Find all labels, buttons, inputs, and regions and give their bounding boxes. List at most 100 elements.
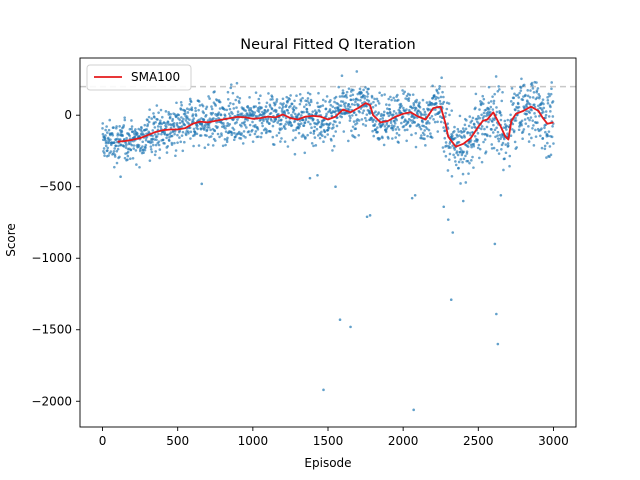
scatter-point [550, 81, 554, 84]
scatter-point [517, 105, 521, 109]
scatter-point [420, 113, 424, 116]
scatter-point [434, 108, 437, 111]
scatter-point [141, 140, 144, 144]
x-axis-title: Episode [304, 456, 351, 470]
scatter-point [202, 111, 206, 115]
scatter-point [244, 136, 247, 139]
scatter-point [428, 116, 432, 120]
scatter-point [360, 91, 363, 95]
scatter-point [190, 106, 194, 109]
scatter-point [130, 143, 134, 147]
scatter-point [144, 146, 147, 149]
scatter-point [316, 101, 319, 105]
scatter-point [463, 123, 467, 127]
scatter-point [232, 102, 235, 106]
scatter-point [353, 103, 356, 107]
scatter-point [173, 141, 176, 145]
scatter-point [541, 108, 544, 112]
scatter-point [148, 108, 151, 111]
scatter-point [395, 132, 399, 135]
scatter-point [271, 135, 275, 139]
scatter-point [212, 117, 215, 120]
scatter-point [497, 85, 501, 88]
scatter-point [450, 174, 454, 178]
scatter-point [525, 112, 528, 116]
scatter-point [390, 124, 394, 127]
scatter-point [433, 94, 436, 97]
scatter-point [229, 101, 232, 105]
scatter-point [496, 342, 500, 346]
scatter-point [104, 128, 107, 132]
scatter-point [423, 129, 427, 132]
scatter-point [313, 125, 317, 129]
scatter-point [413, 116, 417, 119]
scatter-point [303, 151, 307, 155]
scatter-point [448, 152, 452, 156]
scatter-point [421, 131, 425, 135]
scatter-point [500, 147, 503, 151]
scatter-point [350, 102, 354, 106]
scatter-point [149, 145, 153, 148]
scatter-point [336, 102, 340, 106]
scatter-point [462, 157, 466, 161]
y-tick-label: −2000 [31, 394, 72, 408]
scatter-point [228, 114, 232, 118]
scatter-point [124, 143, 128, 147]
scatter-point [211, 144, 215, 147]
scatter-point [243, 123, 247, 127]
scatter-point [478, 116, 482, 120]
scatter-point [374, 110, 377, 114]
scatter-point [424, 144, 427, 147]
scatter-point [435, 95, 438, 99]
scatter-point [459, 158, 463, 161]
scatter-point [187, 122, 191, 125]
scatter-point [505, 128, 508, 131]
scatter-point [163, 142, 166, 145]
scatter-point [188, 97, 192, 101]
scatter-point [160, 115, 164, 119]
scatter-point [471, 116, 475, 120]
scatter-point [175, 122, 179, 125]
scatter-point [347, 139, 350, 143]
x-tick-label: 500 [166, 434, 189, 448]
scatter-point [342, 91, 345, 95]
scatter-point [223, 108, 226, 111]
scatter-point [546, 101, 550, 105]
scatter-point [224, 130, 228, 133]
scatter-point [155, 138, 158, 142]
scatter-point [367, 99, 371, 103]
scatter-point [343, 105, 347, 108]
scatter-point [364, 124, 368, 127]
scatter-point [550, 135, 554, 139]
scatter-point [467, 124, 471, 128]
scatter-point [407, 99, 411, 103]
scatter-point [157, 132, 160, 136]
scatter-point [205, 128, 209, 132]
scatter-point [107, 128, 111, 132]
scatter-point [310, 142, 314, 145]
scatter-point [481, 94, 485, 98]
scatter-point [134, 128, 137, 131]
scatter-point [286, 109, 290, 112]
scatter-point [436, 120, 439, 124]
scatter-point [126, 158, 129, 161]
scatter-point [379, 117, 382, 121]
scatter-point [213, 139, 217, 142]
scatter-point [534, 115, 537, 118]
scatter-point [240, 124, 243, 128]
scatter-point [508, 164, 511, 168]
scatter-point [272, 143, 276, 146]
scatter-point [275, 109, 278, 112]
scatter-point [403, 128, 407, 132]
scatter-point [441, 90, 444, 94]
scatter-point [319, 105, 322, 108]
scatter-point [254, 105, 257, 108]
scatter-point [151, 129, 155, 132]
scatter-point [371, 129, 374, 133]
scatter-point [155, 104, 159, 107]
scatter-point [126, 150, 130, 154]
scatter-point [281, 105, 285, 109]
scatter-point [397, 133, 401, 137]
scatter-point [365, 119, 368, 122]
scatter-point [548, 94, 551, 98]
